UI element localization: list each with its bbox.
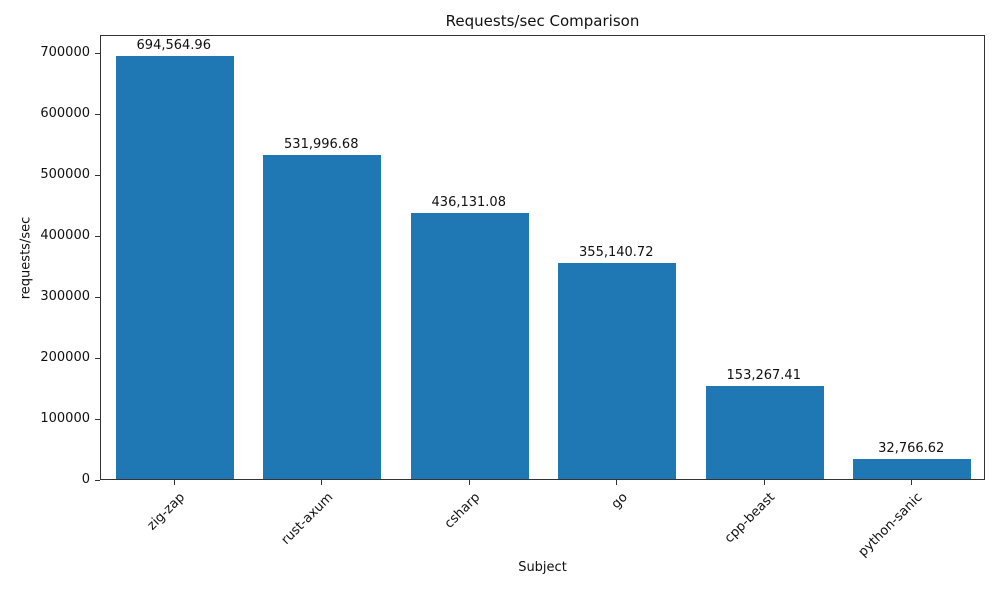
y-tick-label: 700000 [40,45,90,61]
y-tick-mark [95,419,100,421]
x-tick-label: zig-zap [144,490,189,534]
y-tick-label: 0 [81,472,90,487]
x-tick-mark [763,480,765,485]
y-tick-mark [95,175,100,177]
y-tick-label: 600000 [40,106,90,122]
bar-go [558,262,677,479]
y-tick-mark [95,480,100,481]
x-tick-mark [468,480,470,485]
x-tick-mark [911,480,913,485]
bar-value-label: 531,996.68 [284,136,359,152]
y-tick-mark [95,114,100,116]
bar-csharp [410,213,529,479]
bar-value-label: 153,267.41 [726,367,801,383]
bar-value-label: 436,131.08 [431,195,506,211]
y-tick-mark [95,53,100,55]
bar-zig-zap [115,55,234,479]
x-tick-mark [616,480,618,485]
bar-value-label: 355,140.72 [579,244,654,260]
x-tick-label: go [608,490,631,513]
bar-rust-axum [263,154,382,479]
y-tick-label: 300000 [40,289,90,305]
bar-value-label: 694,564.96 [136,37,211,53]
x-tick-mark [321,480,323,485]
y-tick-label: 400000 [40,228,90,244]
y-tick-label: 200000 [40,350,90,366]
x-tick-label: rust-axum [278,490,336,548]
y-tick-label: 500000 [40,167,90,183]
y-tick-mark [95,358,100,360]
x-tick-mark [173,480,175,485]
x-tick-label: cpp-beast [722,490,779,547]
chart-title: Requests/sec Comparison [445,12,640,30]
y-tick-label: 100000 [40,411,90,427]
bar-python-sanic [853,459,972,479]
x-tick-label: python-sanic [855,490,926,560]
bar-cpp-beast [705,385,824,479]
x-axis-label: Subject [518,560,567,575]
y-tick-mark [95,236,100,238]
plot-area [100,35,985,480]
y-tick-mark [95,297,100,299]
x-tick-label: csharp [441,490,484,532]
bar-value-label: 32,766.62 [878,441,945,457]
